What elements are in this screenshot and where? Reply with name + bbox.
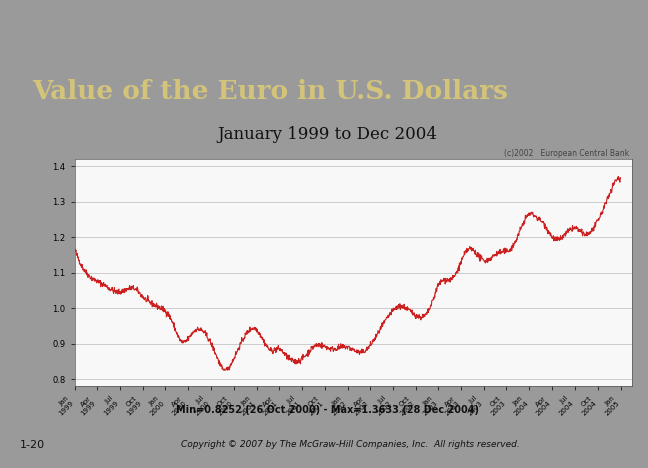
Text: (c)2002   European Central Bank: (c)2002 European Central Bank: [504, 149, 629, 158]
Text: January 1999 to Dec 2004: January 1999 to Dec 2004: [217, 126, 437, 143]
Text: Copyright © 2007 by The McGraw-Hill Companies, Inc.  All rights reserved.: Copyright © 2007 by The McGraw-Hill Comp…: [181, 440, 520, 449]
Text: Value of the Euro in U.S. Dollars: Value of the Euro in U.S. Dollars: [32, 79, 509, 104]
Text: Min=0.8252 (26 Oct 2000) - Max=1.3633 (28 Dec 2004): Min=0.8252 (26 Oct 2000) - Max=1.3633 (2…: [176, 405, 479, 415]
Text: 1-20: 1-20: [19, 439, 45, 450]
